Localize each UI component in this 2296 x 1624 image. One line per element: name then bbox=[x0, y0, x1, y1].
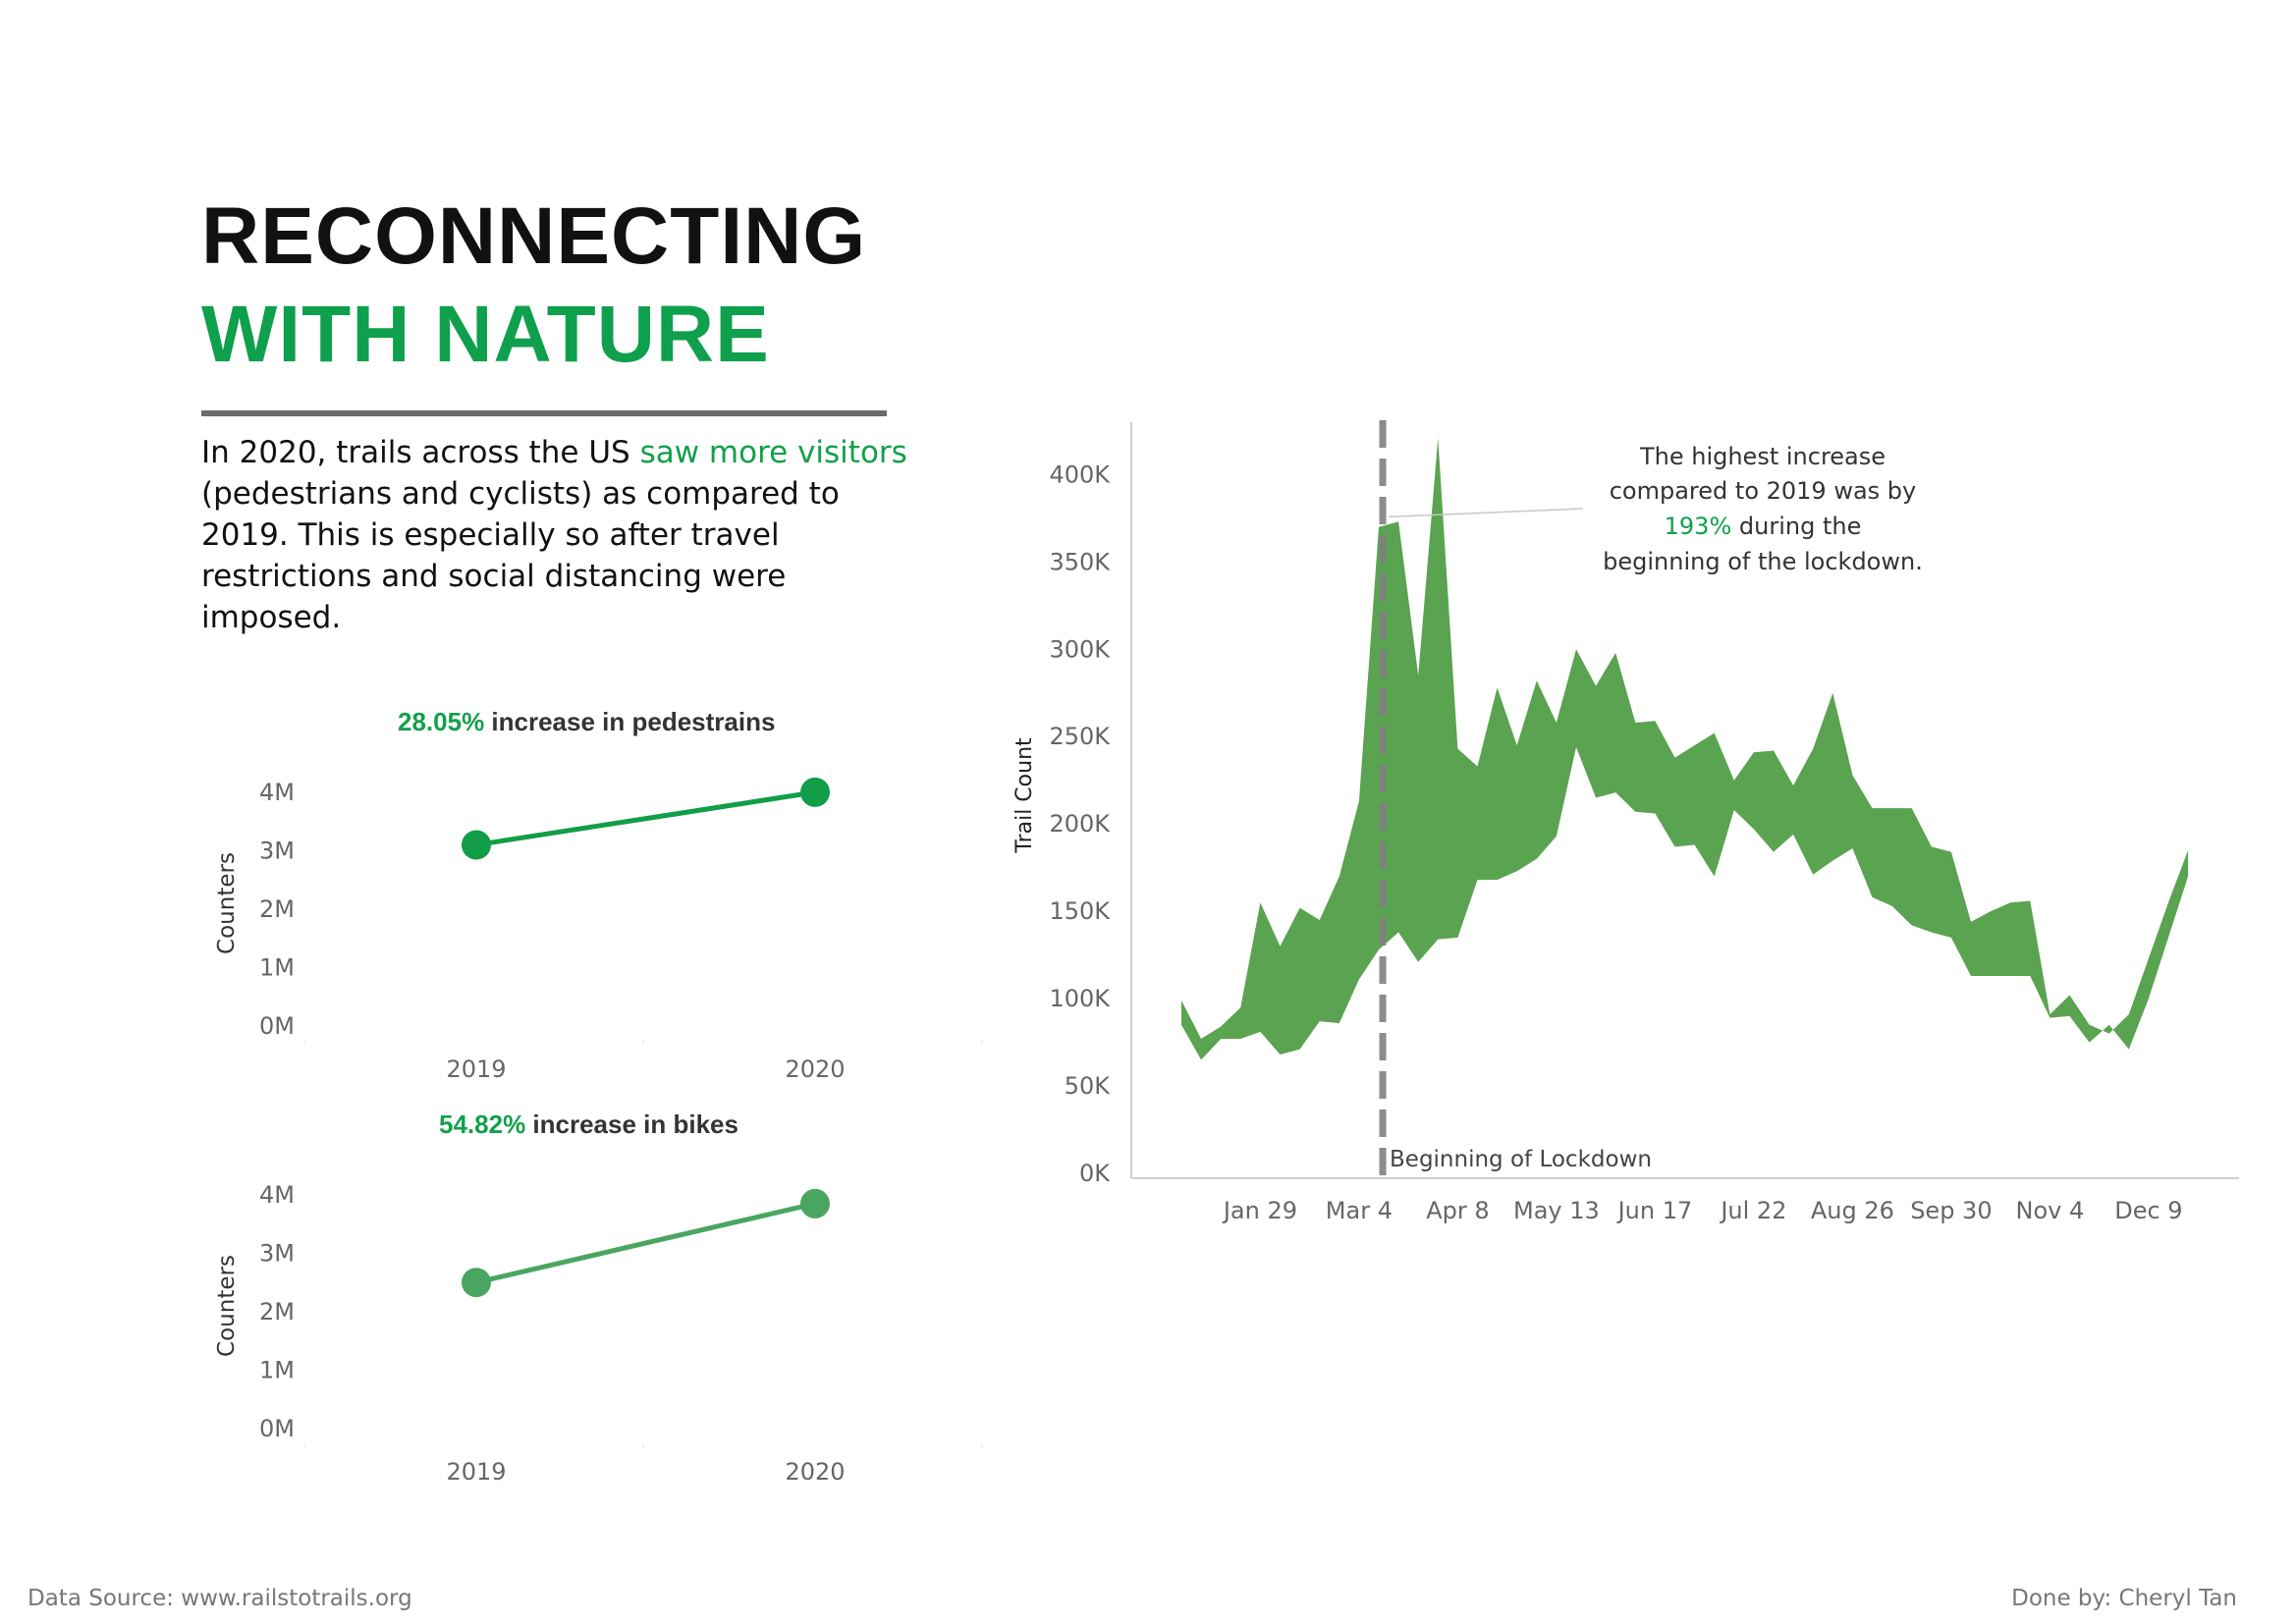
pedestrian-line-chart: Counters 0M 1M 2M 3M 4M 2019 2020 bbox=[214, 777, 983, 1080]
annotation-line-3: 193% during the bbox=[1665, 513, 1862, 540]
pedestrian-y-tick-label: 0M bbox=[259, 1012, 295, 1040]
title-divider bbox=[201, 410, 887, 416]
area-x-tick-label: Aug 26 bbox=[1811, 1197, 1894, 1224]
annotation-line-2: compared to 2019 was by bbox=[1610, 477, 1917, 505]
area-y-tick-label: 350K bbox=[1049, 548, 1111, 575]
area-x-tick-label: Sep 30 bbox=[1910, 1197, 1992, 1224]
area-y-tick-label: 50K bbox=[1065, 1072, 1112, 1100]
bike-point-2020 bbox=[800, 1188, 830, 1218]
pedestrian-title-text: increase in pedestrains bbox=[484, 707, 776, 736]
pedestrian-y-axis-title: Counters bbox=[214, 852, 240, 954]
pedestrian-x-tick-label: 2019 bbox=[446, 1056, 506, 1080]
pedestrian-y-tick-label: 1M bbox=[259, 953, 295, 981]
pedestrian-x-tick-label: 2020 bbox=[785, 1056, 845, 1080]
area-y-axis-title: Trail Count bbox=[1012, 737, 1037, 854]
bike-chart-title: 54.82% increase in bikes bbox=[439, 1110, 738, 1140]
bike-y-tick-label: 3M bbox=[259, 1239, 295, 1267]
area-y-tick-label: 150K bbox=[1049, 897, 1111, 925]
bike-point-2019 bbox=[462, 1268, 491, 1298]
area-y-tick-label: 400K bbox=[1049, 460, 1111, 488]
pedestrian-series-line bbox=[475, 789, 816, 847]
bike-y-tick-label: 1M bbox=[259, 1356, 295, 1383]
area-x-tick-label: Apr 8 bbox=[1426, 1197, 1489, 1224]
area-x-tick-label: Jul 22 bbox=[1719, 1197, 1786, 1224]
data-source: Data Source: www.railstotrails.org bbox=[27, 1586, 412, 1611]
area-y-tick-label: 300K bbox=[1049, 635, 1111, 663]
bike-series-line bbox=[475, 1201, 816, 1285]
pedestrian-point-2020 bbox=[800, 777, 830, 807]
bike-line-chart: Counters 0M 1M 2M 3M 4M 2019 2020 bbox=[214, 1181, 983, 1483]
area-x-tick-label: Nov 4 bbox=[2016, 1197, 2085, 1224]
pedestrian-increase-pct: 28.05% bbox=[398, 707, 485, 736]
annotation-leader-line bbox=[1389, 508, 1584, 518]
trail-count-band bbox=[1181, 438, 2189, 1060]
intro-highlight: saw more visitors bbox=[639, 435, 907, 470]
area-y-tick-label: 200K bbox=[1049, 810, 1111, 838]
bike-title-text: increase in bikes bbox=[525, 1110, 738, 1139]
bike-y-tick-label: 4M bbox=[259, 1181, 295, 1209]
area-y-tick-label: 0K bbox=[1079, 1160, 1111, 1187]
title-line-1: RECONNECTING bbox=[201, 191, 867, 281]
title-line-2: WITH NATURE bbox=[201, 290, 770, 379]
intro-paragraph: In 2020, trails across the US saw more v… bbox=[201, 432, 908, 638]
bike-x-tick-label: 2019 bbox=[446, 1458, 506, 1483]
bike-increase-pct: 54.82% bbox=[439, 1110, 526, 1139]
trail-count-area-chart: Trail Count 0K 50K 100K 150K 200K 250K 300K 350K… bbox=[1012, 420, 2239, 1224]
author-credit: Done by: Cheryl Tan bbox=[2011, 1586, 2237, 1611]
lockdown-label: Beginning of Lockdown bbox=[1390, 1147, 1652, 1172]
pedestrian-point-2019 bbox=[462, 830, 491, 860]
area-y-tick-label: 100K bbox=[1049, 985, 1111, 1012]
annotation-pct: 193% bbox=[1665, 513, 1732, 540]
area-x-tick-label: Dec 9 bbox=[2114, 1197, 2182, 1224]
area-y-tick-label: 250K bbox=[1049, 723, 1111, 750]
annotation-line-1: The highest increase bbox=[1639, 443, 1886, 470]
bike-x-tick-label: 2020 bbox=[785, 1458, 845, 1483]
pedestrian-y-tick-label: 4M bbox=[259, 779, 295, 806]
area-x-tick-label: Jan 29 bbox=[1222, 1197, 1297, 1224]
intro-text-start: In 2020, trails across the US bbox=[201, 435, 640, 470]
bike-y-tick-label: 0M bbox=[259, 1415, 295, 1442]
bike-y-axis-title: Counters bbox=[214, 1255, 240, 1357]
annotation-line-4: beginning of the lockdown. bbox=[1603, 548, 1923, 575]
area-x-tick-label: Mar 4 bbox=[1326, 1197, 1393, 1224]
pedestrian-y-tick-label: 2M bbox=[259, 895, 295, 923]
bike-y-tick-label: 2M bbox=[259, 1298, 295, 1326]
pedestrian-chart-title: 28.05% increase in pedestrains bbox=[398, 707, 775, 737]
intro-text-end: (pedestrians and cyclists) as compared t… bbox=[201, 476, 840, 635]
area-x-tick-label: Jun 17 bbox=[1616, 1197, 1693, 1224]
area-x-tick-label: May 13 bbox=[1513, 1197, 1600, 1224]
pedestrian-y-tick-label: 3M bbox=[259, 837, 295, 864]
annotation-line-3-rest: during the bbox=[1731, 513, 1861, 540]
